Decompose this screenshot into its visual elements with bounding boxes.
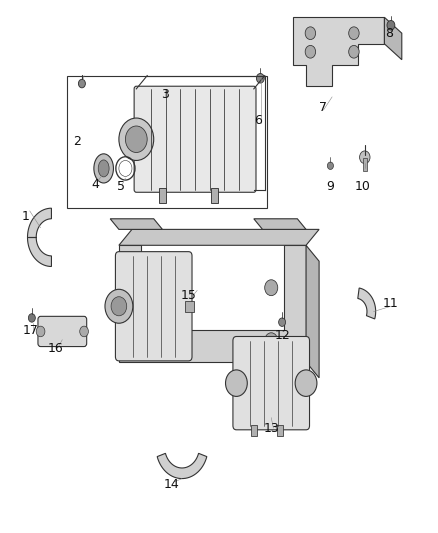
Polygon shape (157, 454, 207, 479)
Text: 11: 11 (383, 297, 399, 310)
FancyBboxPatch shape (116, 252, 192, 361)
Circle shape (279, 318, 286, 326)
Circle shape (28, 314, 35, 322)
Circle shape (349, 27, 359, 39)
Bar (363, 158, 367, 171)
Circle shape (125, 126, 147, 152)
Text: 2: 2 (74, 135, 81, 148)
Text: 15: 15 (180, 289, 197, 302)
Circle shape (80, 326, 88, 337)
Bar (277, 424, 283, 436)
Text: 7: 7 (319, 101, 328, 114)
Text: 1: 1 (21, 209, 29, 223)
Circle shape (78, 79, 85, 88)
Circle shape (226, 370, 247, 397)
Circle shape (119, 118, 154, 160)
Circle shape (147, 333, 160, 349)
Circle shape (147, 280, 160, 296)
Ellipse shape (94, 154, 113, 183)
FancyBboxPatch shape (38, 317, 87, 346)
Polygon shape (110, 219, 162, 229)
Polygon shape (306, 245, 319, 378)
Circle shape (256, 74, 264, 83)
FancyBboxPatch shape (233, 336, 310, 430)
Text: 17: 17 (23, 324, 39, 337)
Text: 9: 9 (326, 181, 334, 193)
Circle shape (349, 45, 359, 58)
Ellipse shape (98, 160, 109, 177)
Text: 13: 13 (263, 422, 279, 435)
Text: 3: 3 (161, 87, 169, 101)
Polygon shape (28, 208, 51, 266)
Text: 5: 5 (117, 181, 125, 193)
Bar (211, 188, 218, 203)
Text: 4: 4 (91, 178, 99, 191)
Circle shape (387, 20, 395, 30)
Polygon shape (358, 288, 376, 319)
Text: 16: 16 (48, 342, 64, 355)
Text: 12: 12 (274, 329, 290, 342)
Circle shape (265, 333, 278, 349)
Circle shape (360, 151, 370, 164)
Text: 8: 8 (385, 27, 393, 39)
Circle shape (36, 326, 45, 337)
Circle shape (305, 27, 316, 39)
Polygon shape (293, 17, 385, 86)
Bar (67, 76, 267, 208)
Circle shape (111, 297, 127, 316)
Circle shape (105, 289, 133, 323)
Polygon shape (119, 245, 306, 362)
FancyBboxPatch shape (134, 86, 256, 192)
Polygon shape (254, 219, 306, 229)
Polygon shape (119, 229, 319, 245)
Text: 14: 14 (163, 479, 179, 491)
Circle shape (265, 280, 278, 296)
Circle shape (305, 45, 316, 58)
Text: 6: 6 (254, 114, 262, 127)
Bar (159, 188, 166, 203)
Circle shape (327, 162, 333, 169)
Bar (185, 301, 194, 312)
Polygon shape (385, 17, 402, 60)
Bar (251, 424, 257, 436)
Text: 10: 10 (355, 181, 371, 193)
Circle shape (295, 370, 317, 397)
